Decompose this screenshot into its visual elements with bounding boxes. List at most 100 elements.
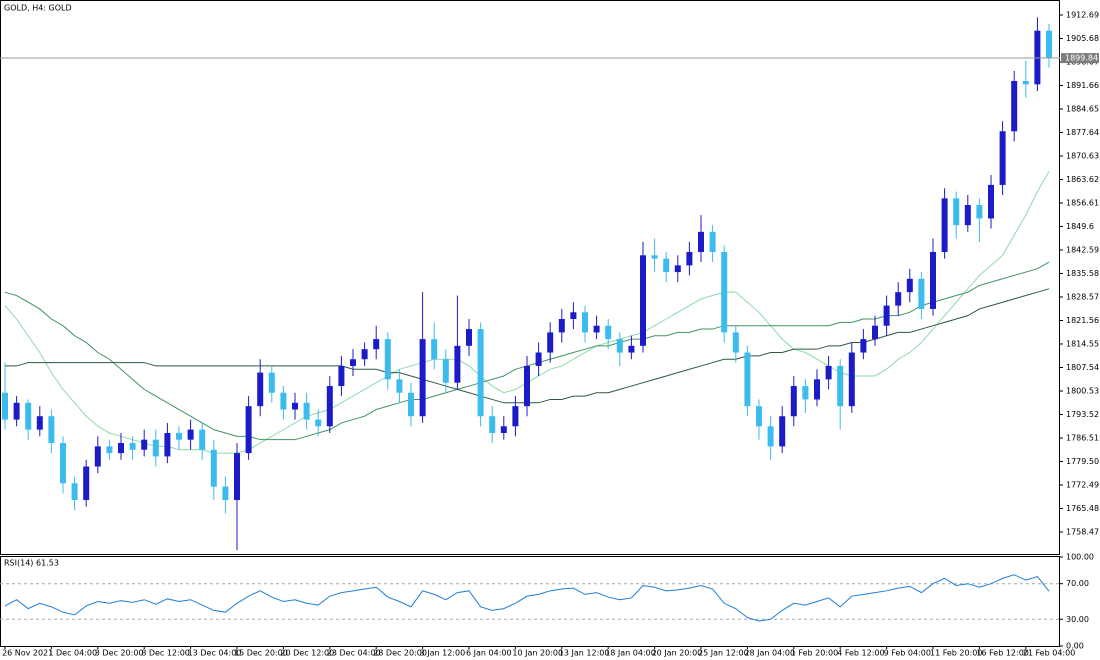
candle-body	[466, 329, 472, 346]
rsi-y-tick-label: 0.00	[1066, 642, 1084, 651]
candle-body	[674, 265, 681, 273]
x-tick-label: 9 Feb 04:00	[884, 649, 931, 658]
rsi-y-tick-label: 30.00	[1066, 615, 1089, 624]
candle-body	[988, 184, 994, 219]
candle-body	[454, 345, 461, 383]
candle-body	[721, 251, 728, 333]
candle-body	[234, 453, 240, 501]
candle-body	[442, 359, 449, 383]
x-tick-label: 13 Jan 12:00	[559, 649, 610, 658]
candle-body	[129, 443, 136, 450]
candle-body	[930, 251, 936, 309]
candle-body	[1034, 30, 1041, 85]
candle-body	[616, 339, 623, 353]
x-tick-label: 16 Feb 12:00	[976, 649, 1028, 658]
y-tick-label: 1765.48	[1066, 504, 1099, 513]
candle-body	[431, 339, 438, 360]
x-tick-label: 11 Feb 20:00	[930, 649, 982, 658]
candle-body	[535, 352, 542, 366]
main-panel	[0, 0, 1060, 555]
candle-body	[268, 372, 275, 393]
candle-body	[512, 406, 519, 427]
x-tick-label: 15 Dec 20:00	[234, 649, 288, 658]
candle-body	[141, 439, 148, 450]
candle-body	[419, 339, 426, 417]
candle-body	[744, 352, 751, 407]
candle-body	[1046, 30, 1052, 59]
y-tick-label: 1863.62	[1066, 175, 1099, 184]
candle-body	[570, 312, 577, 320]
candle-body	[384, 339, 391, 380]
candle-body	[222, 486, 229, 501]
candle-body	[605, 325, 612, 340]
candle-body	[709, 231, 716, 252]
candle-body	[25, 402, 32, 430]
candle-body	[1022, 80, 1029, 85]
candle-body	[199, 429, 206, 450]
chart-title: GOLD, H4: GOLD	[4, 4, 72, 13]
candle-body	[373, 339, 380, 350]
y-tick-label: 1884.65	[1066, 104, 1099, 113]
x-tick-label: 3 Dec 20:00	[95, 649, 144, 658]
candle-body	[303, 402, 310, 420]
candle-body	[477, 329, 484, 417]
x-tick-label: 28 Dec 20:00	[373, 649, 427, 658]
candle-body	[118, 443, 124, 454]
candle-body	[906, 278, 913, 293]
candle-body	[1011, 80, 1018, 132]
y-tick-label: 1772.49	[1066, 480, 1099, 489]
y-tick-label: 1786.51	[1066, 433, 1099, 442]
rsi-current: 61.53	[36, 559, 59, 568]
y-tick-label: 1814.55	[1066, 339, 1099, 348]
x-tick-label: 20 Jan 20:00	[652, 649, 703, 658]
y-tick-label: 1758.47	[1066, 527, 1099, 536]
candle-body	[164, 432, 171, 457]
candle-body	[686, 251, 693, 266]
candle-body	[814, 379, 820, 400]
candle-body	[999, 131, 1006, 185]
candle-body	[732, 332, 739, 353]
y-tick-label: 1807.54	[1066, 363, 1099, 372]
x-tick-label: 23 Dec 04:00	[327, 649, 381, 658]
y-tick-label: 1800.53	[1066, 386, 1099, 395]
candle-body	[280, 392, 287, 410]
rsi-line	[4, 574, 1050, 622]
candle-body	[941, 198, 948, 252]
candle-body	[187, 429, 194, 440]
y-tick-label: 1912.69	[1066, 10, 1099, 19]
y-tick-label: 1835.58	[1066, 269, 1099, 278]
candle-body	[883, 305, 890, 326]
y-tick-label: 1870.63	[1066, 151, 1099, 160]
candle-body	[558, 319, 565, 333]
x-tick-label: 3 Jan 12:00	[420, 649, 466, 658]
y-tick-label: 1891.66	[1066, 81, 1099, 90]
candle-body	[582, 312, 588, 333]
candle-body	[779, 416, 786, 447]
current-price-box	[1061, 53, 1099, 64]
candle-body	[60, 443, 66, 484]
candle-body	[71, 483, 78, 501]
x-tick-label: 21 Feb 04:00	[1023, 649, 1075, 658]
candle-body	[547, 332, 554, 353]
candle-body	[245, 406, 252, 454]
candle-body	[825, 365, 832, 380]
y-tick-label: 1842.59	[1066, 245, 1099, 254]
candle-body	[489, 416, 496, 433]
candle-body	[848, 352, 855, 407]
candle-body	[895, 292, 902, 306]
candle-body	[176, 432, 182, 440]
candle-body	[976, 205, 983, 219]
candle-body	[802, 386, 809, 400]
rsi-y-tick-label: 70.00	[1066, 579, 1089, 588]
candle-body	[326, 386, 333, 427]
candle-body	[953, 198, 960, 226]
candle-body	[872, 325, 878, 340]
candle-body	[83, 466, 90, 501]
x-tick-label: 25 Jan 12:00	[698, 649, 749, 658]
candle-body	[628, 345, 635, 353]
candle-body	[361, 349, 368, 360]
candle-body	[756, 406, 762, 427]
x-tick-label: 4 Feb 12:00	[837, 649, 884, 658]
